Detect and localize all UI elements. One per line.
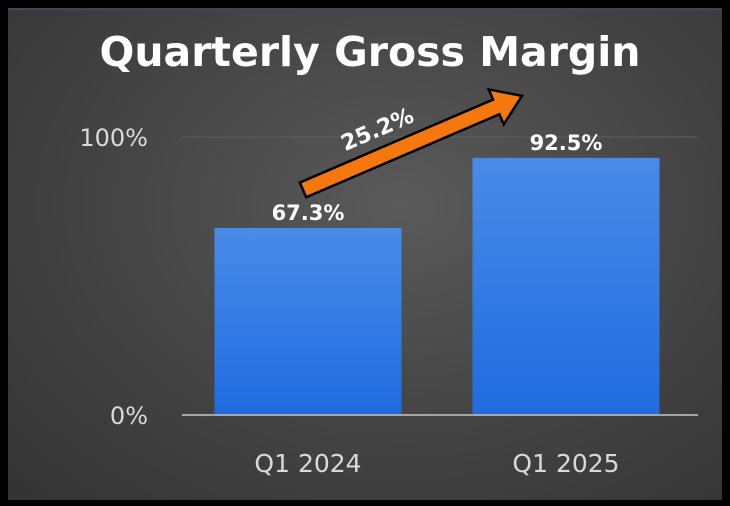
chart-title: Quarterly Gross Margin: [99, 28, 640, 76]
x-tick-label: Q1 2025: [512, 449, 619, 478]
data-label: 67.3%: [272, 201, 345, 225]
data-label: 92.5%: [530, 131, 603, 155]
y-tick-label: 0%: [110, 402, 148, 430]
x-tick-label: Q1 2024: [254, 449, 361, 478]
bar: [214, 227, 402, 415]
y-tick-label: 100%: [79, 124, 148, 152]
annotation-arrow: [298, 87, 525, 199]
bar: [472, 157, 660, 415]
